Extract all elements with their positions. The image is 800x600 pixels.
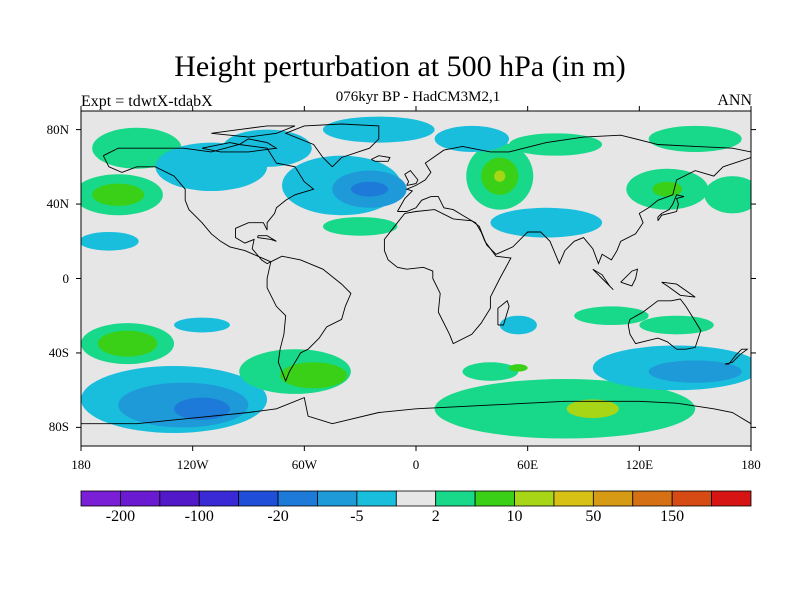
- colorbar-swatch: [632, 490, 673, 507]
- colorbar-swatch: [277, 490, 318, 507]
- coastline: [661, 281, 696, 298]
- coastline: [397, 134, 751, 265]
- colorbar-label: 50: [585, 508, 602, 525]
- coastline: [81, 396, 751, 425]
- coastline: [657, 194, 685, 222]
- colorbar-label: -100: [184, 508, 214, 525]
- y-tick-label: 40S: [48, 344, 69, 360]
- coastline: [257, 235, 277, 242]
- x-tick-label: 120E: [625, 457, 654, 472]
- coastline: [497, 300, 510, 326]
- colorbar-label: -200: [105, 508, 136, 525]
- contour-region: [652, 181, 683, 197]
- contour-region: [509, 364, 528, 372]
- coastline: [211, 125, 296, 138]
- colorbar-label: -5: [350, 508, 364, 525]
- contour-region: [434, 125, 510, 152]
- plot-subtitle: 076kyr BP - HadCM3M2,1: [335, 89, 501, 105]
- season-label: ANN: [717, 92, 752, 109]
- colorbar-swatch: [711, 490, 752, 507]
- contour-region: [648, 360, 742, 383]
- contour-region: [639, 315, 714, 335]
- y-tick-label: 0: [62, 270, 70, 286]
- colorbar-swatch: [395, 490, 437, 507]
- contour-region: [566, 399, 619, 419]
- contour-region: [97, 330, 158, 357]
- x-tick-label: 180: [71, 457, 91, 472]
- colorbar-swatch: [592, 490, 634, 507]
- colorbar-swatch: [159, 490, 200, 507]
- colorbar-swatch: [120, 490, 161, 507]
- y-tick-label: 80S: [48, 419, 69, 435]
- y-tick-label: 40N: [46, 196, 69, 212]
- x-tick-label: 180: [741, 457, 761, 472]
- colorbar: [80, 490, 752, 507]
- contour-region: [174, 317, 230, 333]
- x-tick-label: 0: [412, 457, 420, 472]
- x-tick-label: 120W: [176, 457, 209, 472]
- contour-region: [81, 231, 139, 251]
- coastline: [724, 348, 749, 365]
- contour-field: [81, 116, 751, 439]
- coastline: [201, 138, 278, 153]
- contour-region: [704, 176, 751, 214]
- coastline: [404, 169, 419, 186]
- colorbar-swatch: [198, 490, 240, 507]
- contour-region: [434, 379, 696, 439]
- colorbar-label: 150: [660, 508, 685, 525]
- colorbar-swatch: [671, 490, 712, 507]
- x-tick-label: 60W: [291, 457, 317, 472]
- colorbar-swatch: [435, 490, 476, 507]
- contour-region: [92, 183, 145, 206]
- contour-region: [322, 217, 398, 236]
- colorbar-swatch: [317, 490, 358, 507]
- x-tick-label: 60E: [517, 457, 539, 472]
- colorbar-swatch: [553, 490, 594, 507]
- colorbar-swatch: [356, 490, 397, 507]
- contour-region: [174, 397, 230, 420]
- experiment-label: Expt = tdwtX-tdabX: [81, 93, 213, 110]
- axis-ticks: [76, 106, 756, 451]
- contour-region: [280, 362, 348, 389]
- contour-region: [499, 315, 537, 335]
- contour-region: [494, 170, 506, 182]
- colorbar-label: 2: [431, 508, 440, 525]
- colorbar-label: 10: [506, 508, 523, 525]
- coastline: [620, 268, 639, 287]
- colorbar-swatch: [474, 490, 515, 507]
- coastline: [627, 298, 702, 350]
- colorbar-swatch: [238, 490, 279, 507]
- contour-region: [574, 306, 649, 326]
- contour-region: [490, 207, 603, 238]
- contour-region: [462, 362, 519, 381]
- coastline: [383, 209, 512, 345]
- coastline: [284, 123, 380, 168]
- coastlines: [81, 123, 751, 425]
- y-tick-label: 80N: [46, 121, 69, 137]
- colorbar-swatch: [80, 490, 121, 507]
- coastline: [102, 144, 315, 265]
- contour-region: [350, 181, 389, 197]
- colorbar-label: -20: [267, 508, 289, 525]
- contour-region: [509, 133, 603, 156]
- colorbar-swatch: [514, 490, 555, 507]
- coastline: [371, 155, 391, 162]
- plot-title: Height perturbation at 500 hPa (in m): [174, 50, 626, 83]
- coastline: [592, 268, 614, 291]
- coastline: [266, 255, 352, 383]
